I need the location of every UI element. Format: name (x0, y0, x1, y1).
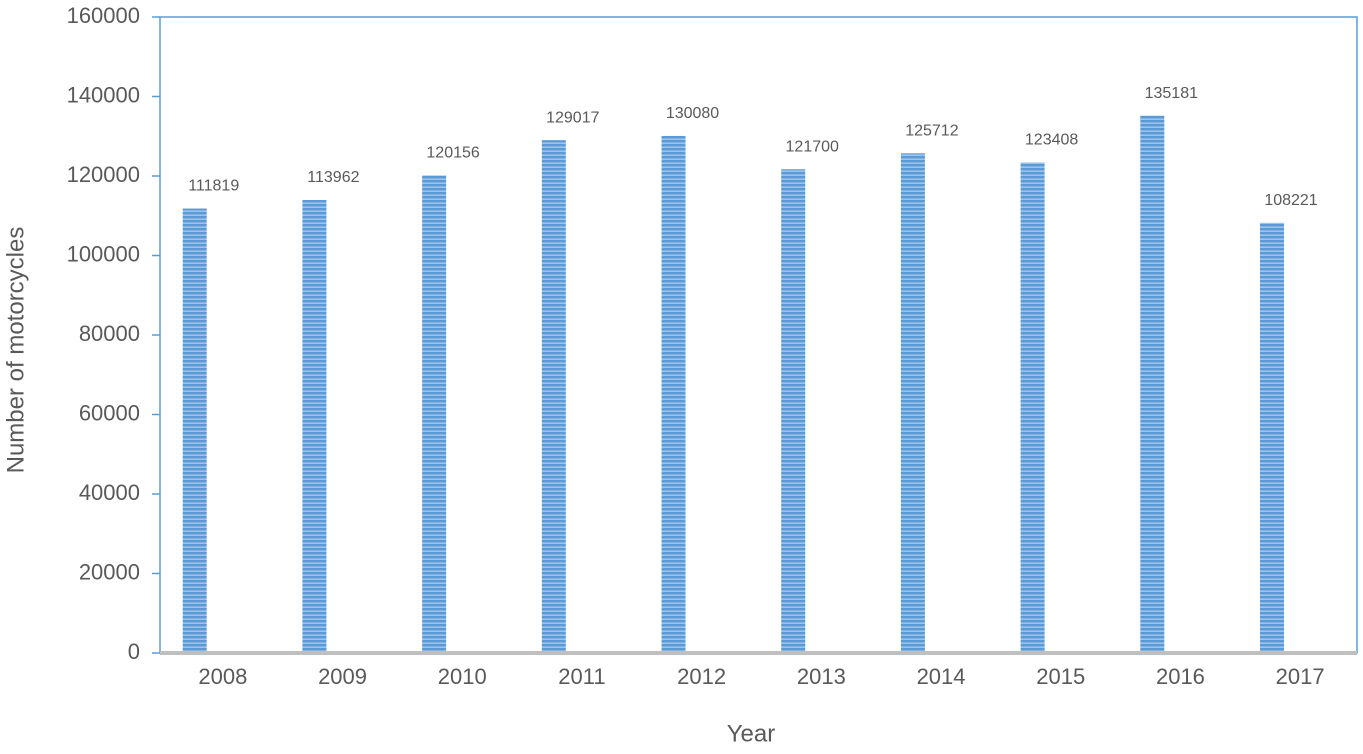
plot-frame (159, 16, 1358, 654)
x-tick-label: 2011 (558, 664, 605, 689)
x-tick-label: 2008 (198, 664, 247, 689)
y-tick-label: 60000 (79, 400, 140, 425)
bar (1140, 115, 1165, 654)
x-tick-label: 2012 (677, 664, 726, 689)
y-tick-label: 140000 (67, 82, 140, 107)
y-tick-label: 160000 (67, 3, 140, 28)
x-tick-label: 2017 (1276, 664, 1325, 689)
bar (1020, 162, 1045, 654)
data-label: 121700 (786, 138, 839, 155)
x-tick-label: 2015 (1036, 664, 1085, 689)
y-tick-label: 100000 (67, 241, 140, 266)
bar (661, 135, 686, 653)
bar (422, 175, 447, 654)
bar (302, 200, 327, 654)
bar (781, 169, 806, 653)
y-tick-label: 20000 (79, 559, 140, 584)
bar (182, 208, 207, 653)
data-label: 108221 (1264, 192, 1317, 209)
x-tick-label: 2014 (917, 664, 966, 689)
data-label: 111819 (188, 178, 239, 195)
bar (900, 153, 925, 653)
y-axis-label: Number of motorcycles (2, 227, 29, 474)
data-label: 113962 (307, 169, 359, 186)
y-tick-label: 80000 (79, 321, 140, 346)
bar (1260, 222, 1285, 653)
x-tick-label: 2013 (797, 664, 846, 689)
x-tick-label: 2010 (438, 664, 487, 689)
data-label: 129017 (546, 109, 599, 126)
y-tick-label: 120000 (67, 162, 140, 187)
data-label: 123408 (1025, 132, 1078, 149)
data-label: 120156 (426, 145, 479, 162)
y-tick-label: 40000 (79, 480, 140, 505)
bar (541, 140, 566, 654)
x-tick-label: 2009 (318, 664, 367, 689)
data-label: 130080 (666, 105, 719, 122)
x-tick-label: 2016 (1156, 664, 1205, 689)
data-label: 135181 (1145, 85, 1198, 102)
x-axis-label: Year (727, 720, 776, 747)
data-label: 125712 (905, 123, 958, 140)
y-tick-label: 0 (128, 639, 140, 664)
